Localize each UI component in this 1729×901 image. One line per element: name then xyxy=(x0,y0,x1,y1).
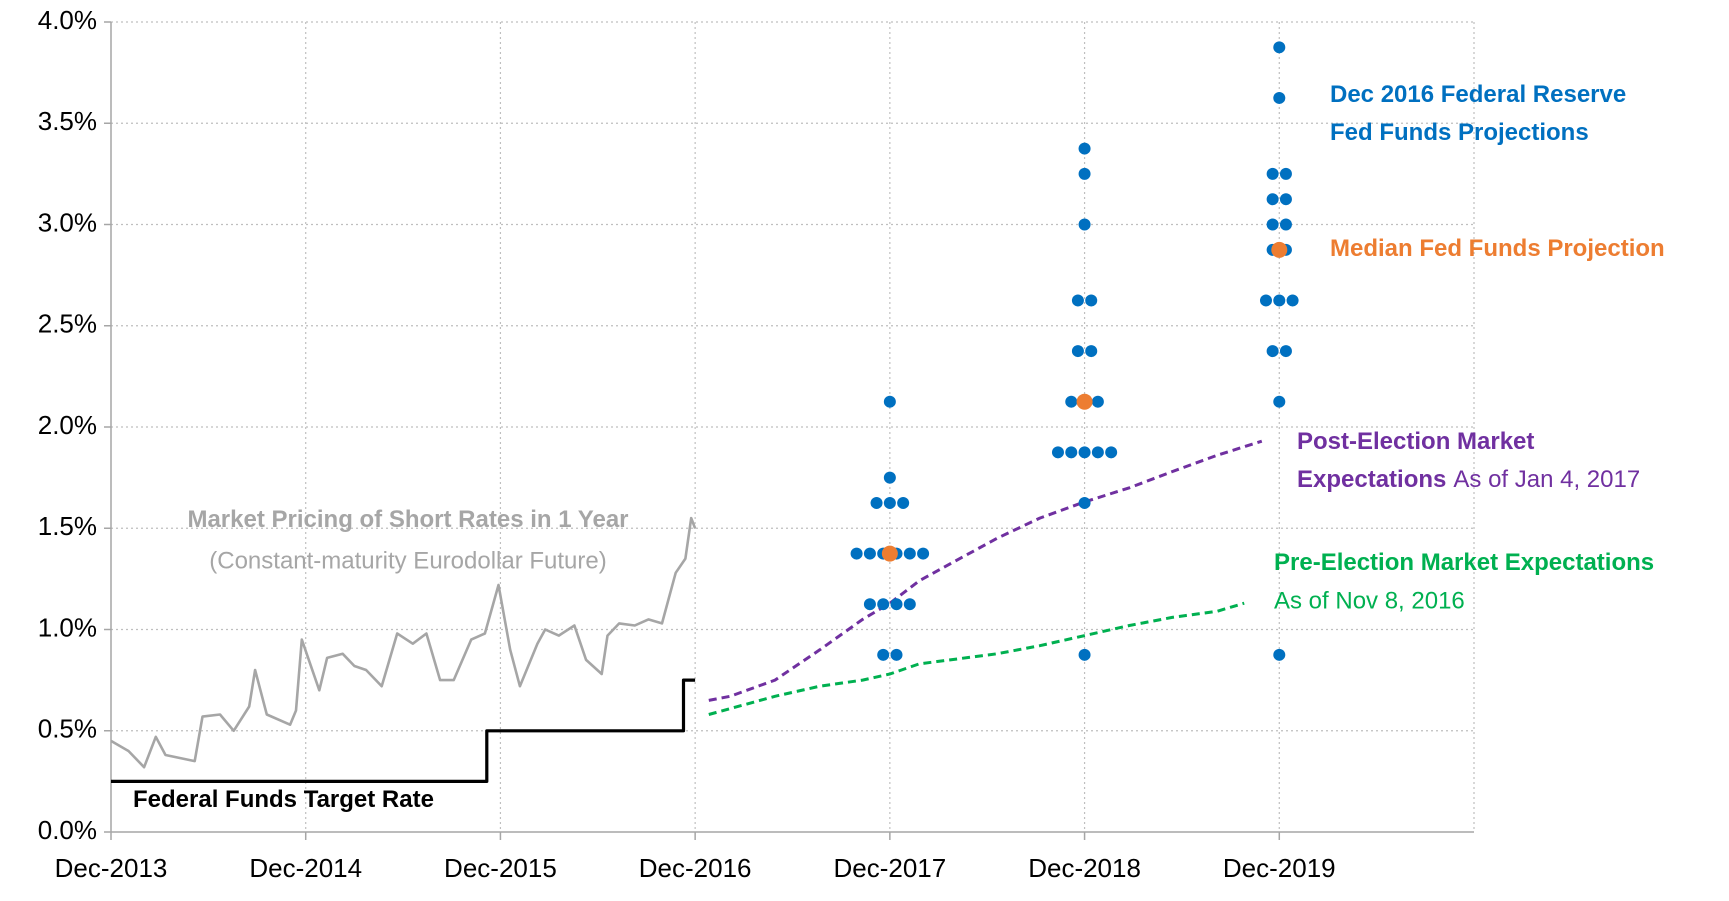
series-label: Pre-Election Market Expectations xyxy=(1274,549,1654,576)
series-note: As of Nov 8, 2016 xyxy=(1274,587,1465,614)
series-line xyxy=(110,516,697,769)
series-label: Fed Funds Projections xyxy=(1330,119,1589,146)
series-line xyxy=(111,678,696,783)
projection-dot xyxy=(1273,648,1286,661)
projection-dot xyxy=(1065,446,1078,459)
projection-dot xyxy=(1085,294,1098,307)
projection-dot xyxy=(883,496,896,509)
projection-dot xyxy=(1085,345,1098,358)
x-tick-label: Dec-2016 xyxy=(639,853,752,883)
y-tick-label: 1.5% xyxy=(38,511,97,541)
projection-dot xyxy=(903,598,916,611)
projection-dot xyxy=(883,395,896,408)
projection-dot xyxy=(881,545,898,562)
projection-dot xyxy=(1266,345,1279,358)
projection-dot xyxy=(1266,167,1279,180)
projection-dot xyxy=(890,648,903,661)
projection-dot xyxy=(883,471,896,484)
series-label-text: Pre-Election Market Expectations xyxy=(1274,549,1654,576)
projection-dot xyxy=(1266,218,1279,231)
series-note: (Constant-maturity Eurodollar Future) xyxy=(209,547,606,574)
series-label-text: Expectations xyxy=(1297,466,1446,493)
projection-dot xyxy=(1078,218,1091,231)
projection-dot xyxy=(870,496,883,509)
series-label: Federal Funds Target Rate xyxy=(133,786,434,813)
projection-dot xyxy=(1091,395,1104,408)
projection-dot xyxy=(877,598,890,611)
series-label-text: Federal Funds Target Rate xyxy=(133,786,434,813)
projection-dot xyxy=(917,547,930,560)
series-line xyxy=(708,601,1245,716)
series-label-text: Median Fed Funds Projection xyxy=(1330,235,1665,262)
projection-dot xyxy=(1286,294,1299,307)
y-tick-label: 0.0% xyxy=(38,815,97,845)
projection-dot xyxy=(890,598,903,611)
projection-dot xyxy=(877,648,890,661)
x-tick-label: Dec-2019 xyxy=(1223,853,1336,883)
series-label-text: Dec 2016 Federal Reserve xyxy=(1330,81,1626,108)
projection-dot xyxy=(1279,193,1292,206)
projection-dot xyxy=(863,598,876,611)
series-label-text: Fed Funds Projections xyxy=(1330,119,1589,146)
series-label: Dec 2016 Federal Reserve xyxy=(1330,81,1626,108)
projection-dot xyxy=(1078,648,1091,661)
projection-dot xyxy=(1273,395,1286,408)
y-tick-label: 0.5% xyxy=(38,714,97,744)
projection-dot xyxy=(1273,294,1286,307)
projection-dot xyxy=(903,547,916,560)
projection-dot xyxy=(1078,496,1091,509)
projection-dot xyxy=(1051,446,1064,459)
x-tick-label: Dec-2013 xyxy=(55,853,168,883)
projection-dot xyxy=(850,547,863,560)
projection-dot xyxy=(1071,294,1084,307)
series-label-text: Market Pricing of Short Rates in 1 Year xyxy=(187,506,628,533)
projection-dot xyxy=(1271,241,1288,258)
projection-dot xyxy=(1076,393,1093,410)
x-tick-label: Dec-2018 xyxy=(1028,853,1141,883)
projection-dot xyxy=(1105,446,1118,459)
projection-dot xyxy=(1273,91,1286,104)
projection-dot xyxy=(1078,142,1091,155)
projection-dot xyxy=(1279,167,1292,180)
y-tick-label: 3.0% xyxy=(38,207,97,237)
x-tick-label: Dec-2017 xyxy=(833,853,946,883)
series-label: Median Fed Funds Projection xyxy=(1330,235,1665,262)
y-tick-label: 2.5% xyxy=(38,309,97,339)
projection-dot xyxy=(1279,218,1292,231)
projection-dot xyxy=(1078,446,1091,459)
projection-dot xyxy=(897,496,910,509)
projection-dot xyxy=(1078,167,1091,180)
projection-dot xyxy=(1065,395,1078,408)
series-note: As of Jan 4, 2017 xyxy=(1453,466,1640,493)
series-label: Expectations As of Jan 4, 2017 xyxy=(1297,466,1640,493)
y-tick-label: 4.0% xyxy=(38,5,97,35)
projection-dot xyxy=(1279,345,1292,358)
series-line xyxy=(708,439,1263,702)
series-label: Market Pricing of Short Rates in 1 Year xyxy=(187,506,628,533)
projection-dot xyxy=(1091,446,1104,459)
series-label-text: Post-Election Market xyxy=(1297,428,1534,455)
projection-dot xyxy=(1071,345,1084,358)
y-tick-label: 1.0% xyxy=(38,612,97,642)
y-tick-label: 2.0% xyxy=(38,410,97,440)
projection-dot xyxy=(1273,41,1286,54)
x-tick-label: Dec-2015 xyxy=(444,853,557,883)
projection-dot xyxy=(863,547,876,560)
x-tick-label: Dec-2014 xyxy=(249,853,362,883)
y-tick-label: 3.5% xyxy=(38,106,97,136)
projection-dot xyxy=(1259,294,1272,307)
series-label: Post-Election Market xyxy=(1297,428,1534,455)
projection-dot xyxy=(1266,193,1279,206)
